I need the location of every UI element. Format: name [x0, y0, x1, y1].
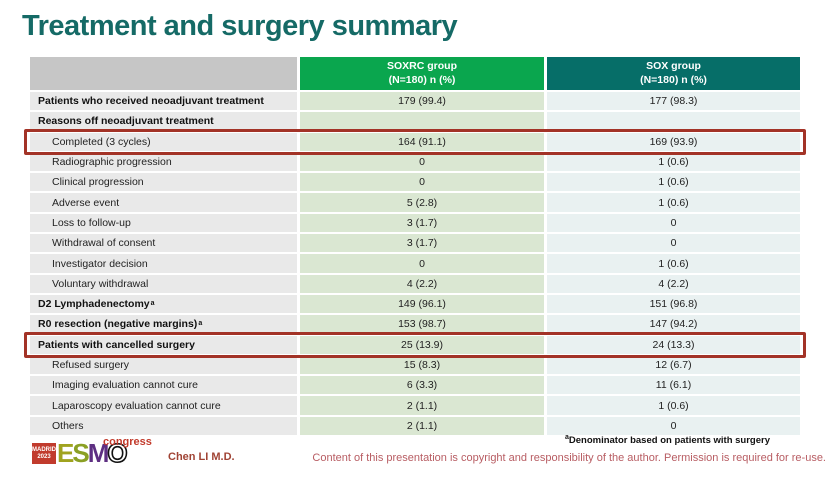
row-label: Withdrawal of consent — [30, 234, 297, 253]
header-soxrc-sub: (N=180) n (%) — [388, 73, 456, 86]
congress-label: congress — [103, 436, 152, 448]
row-label: Completed (3 cycles) — [30, 132, 297, 151]
row-value-soxrc: 179 (99.4) — [300, 92, 544, 111]
row-value-soxrc: 2 (1.1) — [300, 416, 544, 436]
row-value-sox: 169 (93.9) — [547, 132, 800, 151]
table-row: Patients with cancelled surgery 25 (13.9… — [24, 331, 806, 359]
row-label: Clinical progression — [30, 173, 297, 192]
row-value-soxrc: 3 (1.7) — [300, 213, 544, 233]
table-footnote: aDenominator based on patients with surg… — [565, 434, 770, 446]
footnote-superscript: a — [564, 434, 569, 441]
table-row: Imaging evaluation cannot cure 6 (3.3) 1… — [30, 376, 800, 395]
row-label: D2 Lymphadenectomy a — [30, 294, 297, 314]
row-value-soxrc — [300, 112, 544, 131]
row-value-sox: 147 (94.2) — [547, 315, 800, 334]
esmo-letter-o: O — [107, 437, 129, 469]
table-row: Clinical progression 0 1 (0.6) — [30, 173, 800, 192]
row-value-sox: 0 — [547, 416, 800, 436]
esmo-congress-logo: MADRID 2023 ESMO congress — [30, 436, 165, 473]
table-row: R0 resection (negative margins) a 153 (98… — [30, 315, 800, 334]
table-row: Others 2 (1.1) 0 — [30, 416, 800, 436]
table-row: Reasons off neoadjuvant treatment — [30, 112, 800, 131]
row-value-soxrc: 149 (96.1) — [300, 294, 544, 314]
madrid-2023-badge: MADRID 2023 — [32, 443, 56, 464]
table-row: Refused surgery 15 (8.3) 12 (6.7) — [30, 355, 800, 375]
row-value-sox: 177 (98.3) — [547, 92, 800, 111]
table-header-row: SOXRC group (N=180) n (%) SOX group (N=1… — [30, 57, 800, 90]
page-title: Treatment and surgery summary — [22, 10, 458, 42]
row-label: Voluntary withdrawal — [30, 274, 297, 293]
table-rows: Patients who received neoadjuvant treatm… — [24, 92, 806, 436]
row-label: Refused surgery — [30, 355, 297, 375]
header-cell-sox-group: SOX group (N=180) n (%) — [547, 57, 800, 90]
esmo-letter-m: M — [87, 438, 110, 468]
row-value-soxrc: 3 (1.7) — [300, 234, 544, 253]
summary-table: SOXRC group (N=180) n (%) SOX group (N=1… — [24, 57, 806, 436]
row-value-sox: 1 (0.6) — [547, 193, 800, 212]
table-row: Loss to follow-up 3 (1.7) 0 — [30, 213, 800, 233]
row-label: Patients who received neoadjuvant treatm… — [30, 92, 297, 111]
row-value-soxrc: 6 (3.3) — [300, 376, 544, 395]
row-value-sox: 1 (0.6) — [547, 152, 800, 172]
badge-city: MADRID — [32, 446, 56, 453]
copyright-notice: Content of this presentation is copyrigh… — [312, 452, 826, 464]
row-value-sox: 1 (0.6) — [547, 173, 800, 192]
author-name: Chen LI M.D. — [168, 451, 235, 463]
header-soxrc-label: SOXRC group — [387, 59, 457, 72]
table-row: Withdrawal of consent 3 (1.7) 0 — [30, 234, 800, 253]
row-value-sox: 1 (0.6) — [547, 396, 800, 415]
row-label: Adverse event — [30, 193, 297, 212]
table-row: Patients who received neoadjuvant treatm… — [30, 92, 800, 111]
table-row: Investigator decision 0 1 (0.6) — [30, 254, 800, 273]
row-label: R0 resection (negative margins) a — [30, 315, 297, 334]
row-label: Investigator decision — [30, 254, 297, 273]
row-value-sox — [547, 112, 800, 131]
badge-year: 2023 — [37, 453, 51, 460]
esmo-letter-e: E — [57, 438, 74, 468]
row-label: Laparoscopy evaluation cannot cure — [30, 396, 297, 415]
row-value-sox: 24 (13.3) — [547, 335, 800, 354]
table-row: Radiographic progression 0 1 (0.6) — [30, 152, 800, 172]
row-value-soxrc: 2 (1.1) — [300, 396, 544, 415]
row-label: Radiographic progression — [30, 152, 297, 172]
row-label: Patients with cancelled surgery — [30, 335, 297, 354]
row-value-soxrc: 0 — [300, 254, 544, 273]
row-label: Reasons off neoadjuvant treatment — [30, 112, 297, 131]
row-value-soxrc: 15 (8.3) — [300, 355, 544, 375]
row-value-soxrc: 25 (13.9) — [300, 335, 544, 354]
footnote-text: Denominator based on patients with surge… — [568, 435, 770, 447]
row-value-sox: 0 — [547, 213, 800, 233]
row-label: Imaging evaluation cannot cure — [30, 376, 297, 395]
row-value-soxrc: 0 — [300, 173, 544, 192]
table-row: D2 Lymphadenectomy a 149 (96.1) 151 (96.8… — [30, 294, 800, 314]
row-label: Loss to follow-up — [30, 213, 297, 233]
row-value-sox: 1 (0.6) — [547, 254, 800, 273]
table-row: Laparoscopy evaluation cannot cure 2 (1.… — [30, 396, 800, 415]
table-row: Voluntary withdrawal 4 (2.2) 4 (2.2) — [30, 274, 800, 293]
header-sox-label: SOX group — [646, 59, 701, 72]
header-cell-blank — [30, 57, 297, 90]
row-value-sox: 12 (6.7) — [547, 355, 800, 375]
header-cell-soxrc-group: SOXRC group (N=180) n (%) — [300, 57, 544, 90]
header-sox-sub: (N=180) n (%) — [640, 73, 707, 86]
table-row: Completed (3 cycles) 164 (91.1) 169 (93.… — [24, 128, 806, 156]
row-value-soxrc: 0 — [300, 152, 544, 172]
row-label: Others — [30, 416, 297, 436]
esmo-letter-s: S — [72, 438, 89, 468]
row-value-soxrc: 4 (2.2) — [300, 274, 544, 293]
row-value-sox: 151 (96.8) — [547, 294, 800, 314]
row-value-sox: 11 (6.1) — [547, 376, 800, 395]
row-value-sox: 4 (2.2) — [547, 274, 800, 293]
esmo-wordmark: ESMO — [57, 437, 129, 469]
row-value-sox: 0 — [547, 234, 800, 253]
table-row: Adverse event 5 (2.8) 1 (0.6) — [30, 193, 800, 212]
row-value-soxrc: 153 (98.7) — [300, 315, 544, 334]
row-value-soxrc: 164 (91.1) — [300, 132, 544, 151]
row-value-soxrc: 5 (2.8) — [300, 193, 544, 212]
